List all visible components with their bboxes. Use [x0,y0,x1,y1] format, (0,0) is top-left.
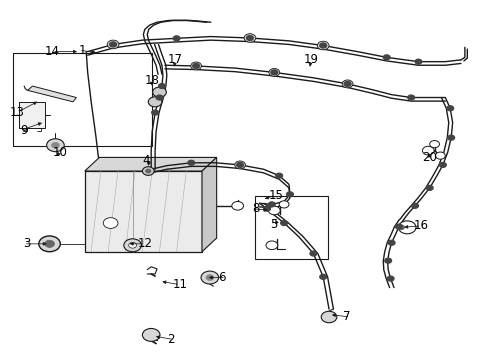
Circle shape [383,55,390,60]
Circle shape [412,203,418,208]
Circle shape [237,162,244,167]
Circle shape [235,161,245,169]
Circle shape [264,206,270,211]
Circle shape [269,68,280,76]
Circle shape [173,36,180,41]
Circle shape [320,43,327,48]
Circle shape [388,240,395,245]
Circle shape [107,40,119,49]
Text: 1: 1 [79,44,86,57]
Text: 8: 8 [252,202,260,215]
Circle shape [344,81,351,86]
Circle shape [191,62,201,70]
Circle shape [266,241,278,249]
Text: 12: 12 [138,237,152,250]
Circle shape [51,142,59,148]
Circle shape [124,239,142,252]
Circle shape [448,135,455,140]
Circle shape [110,42,117,47]
Circle shape [387,276,394,281]
Text: 20: 20 [422,151,437,164]
Bar [85,171,202,252]
Circle shape [47,139,64,152]
Circle shape [244,34,256,42]
Text: 11: 11 [172,278,188,291]
Circle shape [201,271,219,284]
Circle shape [395,224,402,229]
Text: 13: 13 [9,106,24,119]
Circle shape [415,59,422,64]
Text: 9: 9 [20,124,27,137]
Polygon shape [27,86,76,102]
Text: 6: 6 [219,271,226,284]
Circle shape [232,202,244,210]
Circle shape [447,106,454,111]
Circle shape [45,240,54,247]
Circle shape [156,95,163,100]
Circle shape [426,185,433,190]
Text: 7: 7 [343,310,350,324]
Text: 10: 10 [52,145,67,158]
Circle shape [143,167,154,175]
Circle shape [310,251,317,256]
Text: 16: 16 [414,219,429,233]
Circle shape [436,152,445,159]
Circle shape [146,169,151,173]
Circle shape [153,87,166,97]
Text: 19: 19 [304,53,318,66]
Circle shape [246,36,253,41]
Circle shape [281,221,288,226]
Circle shape [269,202,275,207]
Circle shape [385,258,392,263]
Bar [13,53,152,146]
Circle shape [320,274,327,279]
Circle shape [159,84,165,89]
Circle shape [279,201,289,208]
Text: 15: 15 [269,189,283,202]
Circle shape [342,80,353,88]
Polygon shape [85,157,217,171]
Circle shape [422,146,434,155]
Circle shape [398,225,404,229]
Polygon shape [202,157,217,252]
Circle shape [321,311,337,323]
Text: 18: 18 [145,74,159,87]
Circle shape [408,95,415,100]
Circle shape [206,275,214,280]
Text: 17: 17 [168,53,183,66]
Circle shape [103,218,118,228]
Circle shape [193,63,199,68]
Circle shape [143,328,160,341]
Circle shape [398,221,416,234]
Circle shape [271,70,278,75]
Circle shape [39,236,60,252]
Text: 4: 4 [143,154,150,167]
Text: 5: 5 [270,218,278,231]
Circle shape [318,41,329,50]
Text: 3: 3 [24,237,31,250]
Circle shape [152,110,159,115]
Circle shape [430,140,440,148]
Circle shape [129,242,137,248]
Text: 14: 14 [44,45,59,58]
Circle shape [440,162,446,167]
Circle shape [269,206,280,215]
Bar [19,102,45,128]
Circle shape [287,192,294,197]
Circle shape [188,160,195,165]
Circle shape [148,97,162,107]
Text: 2: 2 [167,333,174,346]
Circle shape [276,173,283,178]
Bar [255,196,328,259]
